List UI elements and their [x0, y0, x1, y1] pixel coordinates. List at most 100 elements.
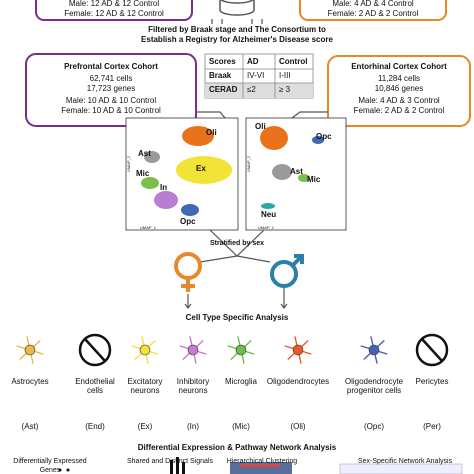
panel-title: Hierarchical Clustering — [227, 458, 298, 465]
cohort-box — [299, 0, 447, 21]
cell-type-abbrev: (Oli) — [290, 422, 305, 431]
cell-type-abbrev: (End) — [85, 422, 105, 431]
table-header: AD — [247, 57, 259, 66]
cluster-label: Mic — [307, 175, 321, 184]
excluded-icon — [78, 333, 112, 367]
cluster-blob — [154, 191, 178, 209]
cluster-label: Ast — [290, 167, 303, 176]
cell-body — [368, 344, 380, 356]
cohort-box — [35, 0, 193, 21]
cell-type-name: Pericytes — [416, 377, 449, 386]
cluster-label: Ex — [196, 164, 206, 173]
cohort-line: 62,741 cells — [90, 74, 133, 83]
umap-panel: Oli Ast Ex Mic In Opc UMAP_1 UMAP_2 — [125, 117, 239, 231]
filter-text: Establish a Registry for Alzheimer's Dis… — [141, 35, 333, 44]
cluster-blob — [141, 177, 159, 189]
cell-type-name: Microglia — [225, 377, 258, 386]
cluster-blob — [260, 126, 288, 150]
table-cell: Braak — [209, 71, 232, 80]
cell-type-abbrev: (Opc) — [364, 422, 384, 431]
arrows — [199, 229, 271, 263]
cell-body — [139, 344, 151, 356]
cluster-blob — [182, 126, 214, 146]
thumb-dot — [66, 468, 70, 472]
cell-type-abbrev: (Per) — [423, 422, 441, 431]
table-header: Control — [279, 57, 307, 66]
criteria-table: Scores AD Control Braak IV-VI I-III CERA… — [204, 53, 314, 99]
axis-label: UMAP_1 — [258, 225, 275, 230]
male-symbol — [270, 254, 304, 288]
cell-type-name: Astrocytes — [11, 377, 48, 386]
table-cell: I-III — [279, 71, 291, 80]
table-cell: ≥ 3 — [279, 85, 291, 94]
thumb-heatmap — [240, 464, 280, 467]
excluded-icon — [415, 333, 449, 367]
female-symbol — [174, 252, 202, 292]
panel-title: Sex-Specific Network Analysis — [358, 458, 453, 465]
arrows — [211, 19, 263, 24]
cluster-label: In — [160, 183, 167, 192]
cluster-blob — [261, 203, 275, 209]
cluster-label: Mic — [136, 169, 150, 178]
cohort-line: Female: 12 AD & 12 Control — [64, 9, 164, 18]
table-header: Scores — [209, 57, 236, 66]
panel-title: Genes — [40, 467, 61, 474]
cluster-blob — [176, 156, 232, 184]
cohort-line: Female: 2 AD & 2 Control — [328, 9, 419, 18]
cohort-line: Male: 4 AD & 4 Control — [332, 0, 414, 8]
cell-type-abbrev: (In) — [187, 422, 199, 431]
excluded-slash — [421, 338, 443, 362]
thumb-network — [339, 463, 463, 474]
cell-type-name: Oligodendrocyte — [345, 377, 404, 386]
cluster-blob — [144, 151, 160, 163]
cohort-title: Entorhinal Cortex Cohort — [351, 62, 447, 71]
cluster-label: Opc — [316, 132, 332, 141]
cell-type-abbrev: (Mic) — [232, 422, 250, 431]
cohort-box — [25, 53, 197, 127]
cell-type-name: Excitatory — [127, 377, 162, 386]
table-row-shade — [205, 83, 313, 98]
cluster-label: Ast — [138, 149, 151, 158]
cluster-blob — [312, 136, 324, 144]
axis-label: UMAP_1 — [140, 225, 157, 230]
cohort-line: 10,846 genes — [375, 84, 424, 93]
analysis-panels: Differentially Expressed Genes Shared and … — [13, 457, 463, 474]
panel-title: Differentially Expressed — [13, 458, 87, 465]
arrows — [184, 288, 288, 309]
thumb-bar — [182, 462, 185, 474]
thumb-dot — [58, 468, 62, 472]
axis-label: UMAP_2 — [246, 155, 251, 172]
thumb-bar — [170, 460, 173, 474]
cluster-label: Neu — [261, 210, 276, 219]
panel-title: Shared and Distinct Signals — [127, 458, 213, 465]
umap-panel: Opc Oli Ast Mic Neu UMAP_1 UMAP_2 — [245, 117, 347, 231]
cluster-label: Opc — [180, 217, 196, 226]
cohort-line: Female: 2 AD & 2 Control — [354, 106, 445, 115]
cell-type-name: neurons — [179, 386, 208, 395]
cohort-line: 17,723 genes — [87, 84, 136, 93]
cohort-title: Prefrontal Cortex Cohort — [64, 62, 158, 71]
cluster-label: Oli — [206, 128, 217, 137]
table-cell: ≤2 — [247, 85, 256, 94]
arrows — [196, 111, 328, 119]
cell-body — [235, 344, 247, 356]
axis-label: UMAP_2 — [126, 155, 131, 172]
section-title: Differential Expression & Pathway Networ… — [138, 443, 337, 452]
cluster-label: Oli — [255, 122, 266, 131]
cell-body — [187, 344, 199, 356]
cohort-line: Male: 10 AD & 10 Control — [66, 96, 156, 105]
section-title: Cell Type Specific Analysis — [186, 313, 289, 322]
excluded-slash — [84, 338, 106, 362]
cluster-blob — [181, 204, 199, 216]
cohort-line: Male: 12 AD & 12 Control — [69, 0, 159, 8]
cell-type-abbrev: (Ex) — [138, 422, 153, 431]
cohort-line: Male: 4 AD & 3 Control — [358, 96, 440, 105]
cell-body — [24, 344, 36, 356]
cell-type-name: progenitor cells — [347, 386, 401, 395]
table-cell: IV-VI — [247, 71, 264, 80]
cell-body — [292, 344, 304, 356]
filter-text: Filtered by Braak stage and The Consorti… — [148, 25, 326, 34]
cell-type-name: Oligodendrocytes — [267, 377, 329, 386]
